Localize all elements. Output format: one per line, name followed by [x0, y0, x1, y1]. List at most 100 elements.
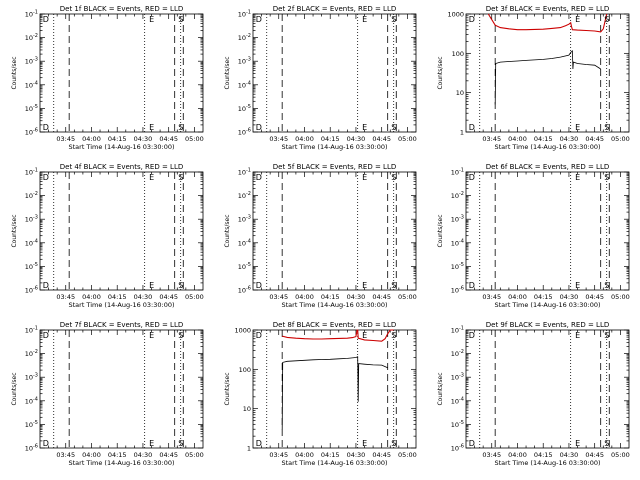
y-tick-exponent: -3 — [459, 215, 464, 221]
panel-det-9: Det 9f BLACK = Events, RED = LLD 10-6 10-5… — [437, 321, 630, 467]
marker-S: S — [604, 439, 609, 448]
y-tick-label: 10-2 — [238, 191, 251, 200]
y-tick-label: 10-4 — [25, 80, 38, 89]
x-axis-label: Start Time (14-Aug-16 03:30:00) — [281, 459, 387, 467]
y-tick-label: 10-1 — [451, 168, 464, 177]
y-tick-exponent: -2 — [459, 191, 464, 197]
marker-E: E — [149, 439, 154, 448]
plot-frame — [465, 13, 630, 133]
x-tick-label: 05:00 — [185, 451, 204, 459]
y-tick-label: 10-1 — [238, 168, 251, 177]
marker-D: D — [43, 173, 49, 182]
x-tick-label: 03:45 — [269, 451, 288, 459]
y-tick-exponent: -3 — [459, 373, 464, 379]
y-tick-exponent: -6 — [459, 444, 464, 450]
marker-E: E — [362, 439, 367, 448]
x-tick-label: 04:30 — [347, 135, 366, 143]
chart-title: Det 5f BLACK = Events, RED = LLD — [273, 163, 396, 171]
y-tick-label: 10-1 — [25, 10, 38, 19]
x-tick-label: 04:30 — [560, 135, 579, 143]
marker-S: S — [604, 123, 609, 132]
y-tick-exponent: -1 — [246, 168, 251, 174]
y-tick-label: 10-4 — [451, 238, 464, 247]
y-tick-label: 10-2 — [25, 33, 38, 42]
x-tick-label: 04:15 — [534, 293, 553, 301]
marker-D: D — [469, 123, 475, 132]
x-tick-label: 05:00 — [611, 293, 630, 301]
marker-E: E — [575, 439, 580, 448]
plot-frame — [39, 171, 204, 291]
y-tick-exponent: -4 — [459, 396, 464, 402]
marker-E: E — [575, 123, 580, 132]
y-tick-exponent: -1 — [33, 10, 38, 16]
series-events-line — [494, 49, 601, 105]
y-tick-label: 10-6 — [238, 128, 251, 137]
y-tick-exponent: -5 — [459, 262, 464, 268]
y-tick-label: 10-6 — [238, 286, 251, 295]
x-tick-label: 04:45 — [159, 293, 178, 301]
panel-det-2: Det 2f BLACK = Events, RED = LLD 10-6 10-5… — [224, 5, 417, 151]
y-axis-label: Counts/sec — [11, 214, 18, 247]
panel-det-8: Det 8f BLACK = Events, RED = LLD 1 10 100 10… — [224, 321, 417, 467]
x-tick-label: 04:15 — [108, 451, 127, 459]
x-tick-label: 03:45 — [482, 293, 501, 301]
y-tick-exponent: -1 — [246, 10, 251, 16]
y-tick-exponent: -2 — [459, 349, 464, 355]
marker-S: S — [178, 123, 183, 132]
marker-D: D — [43, 281, 49, 290]
y-tick-label: 10-6 — [25, 128, 38, 137]
x-tick-label: 05:00 — [398, 293, 417, 301]
marker-S: S — [178, 331, 183, 340]
y-axis-label: Counts/sec — [437, 56, 444, 89]
panel-det-6: Det 6f BLACK = Events, RED = LLD 10-6 10-5… — [437, 163, 630, 309]
y-axis-label: Counts/sec — [11, 56, 18, 89]
y-tick-exponent: -6 — [33, 128, 38, 134]
x-tick-label: 05:00 — [398, 451, 417, 459]
chart-title: Det 3f BLACK = Events, RED = LLD — [486, 5, 609, 13]
y-tick-label: 10-5 — [451, 262, 464, 271]
marker-D: D — [469, 439, 475, 448]
x-tick-label: 03:45 — [269, 293, 288, 301]
panel-det-3: Det 3f BLACK = Events, RED = LLD 1 10 100 10… — [437, 5, 630, 151]
y-tick-exponent: -5 — [33, 420, 38, 426]
x-tick-label: 03:45 — [482, 451, 501, 459]
marker-E: E — [575, 281, 580, 290]
marker-E: E — [362, 173, 367, 182]
y-tick-label: 10-1 — [451, 326, 464, 335]
y-tick-exponent: -4 — [246, 80, 251, 86]
marker-S: S — [178, 281, 183, 290]
y-tick-exponent: -5 — [246, 262, 251, 268]
y-tick-exponent: -6 — [246, 286, 251, 292]
marker-D: D — [469, 281, 475, 290]
panel-det-1: Det 1f BLACK = Events, RED = LLD 10-6 10-5… — [11, 5, 204, 151]
y-tick-label: 10-4 — [238, 238, 251, 247]
marker-D: D — [43, 439, 49, 448]
x-tick-label: 04:45 — [585, 293, 604, 301]
x-tick-label: 04:30 — [134, 451, 153, 459]
x-tick-label: 04:30 — [560, 451, 579, 459]
y-tick-label: 10-5 — [451, 420, 464, 429]
y-tick-label: 10-6 — [451, 444, 464, 453]
marker-E: E — [149, 123, 154, 132]
y-tick-label: 10-1 — [25, 168, 38, 177]
y-tick-exponent: -3 — [246, 215, 251, 221]
y-tick-exponent: -2 — [33, 349, 38, 355]
y-axis-label: Counts/sec — [224, 372, 231, 405]
y-tick-exponent: -6 — [459, 286, 464, 292]
y-tick-exponent: -3 — [246, 57, 251, 63]
chart-title: Det 1f BLACK = Events, RED = LLD — [60, 5, 183, 13]
marker-D: D — [256, 281, 262, 290]
x-tick-label: 04:30 — [134, 293, 153, 301]
marker-E: E — [149, 331, 154, 340]
x-tick-label: 04:30 — [347, 293, 366, 301]
x-tick-label: 04:45 — [159, 451, 178, 459]
x-tick-label: 03:45 — [56, 293, 75, 301]
marker-E: E — [575, 15, 580, 24]
y-tick-label: 10-6 — [25, 286, 38, 295]
x-tick-label: 04:45 — [372, 135, 391, 143]
x-tick-label: 04:30 — [134, 135, 153, 143]
y-tick-exponent: -1 — [33, 326, 38, 332]
y-tick-exponent: -3 — [33, 373, 38, 379]
marker-S: S — [391, 123, 396, 132]
chart-title: Det 2f BLACK = Events, RED = LLD — [273, 5, 396, 13]
